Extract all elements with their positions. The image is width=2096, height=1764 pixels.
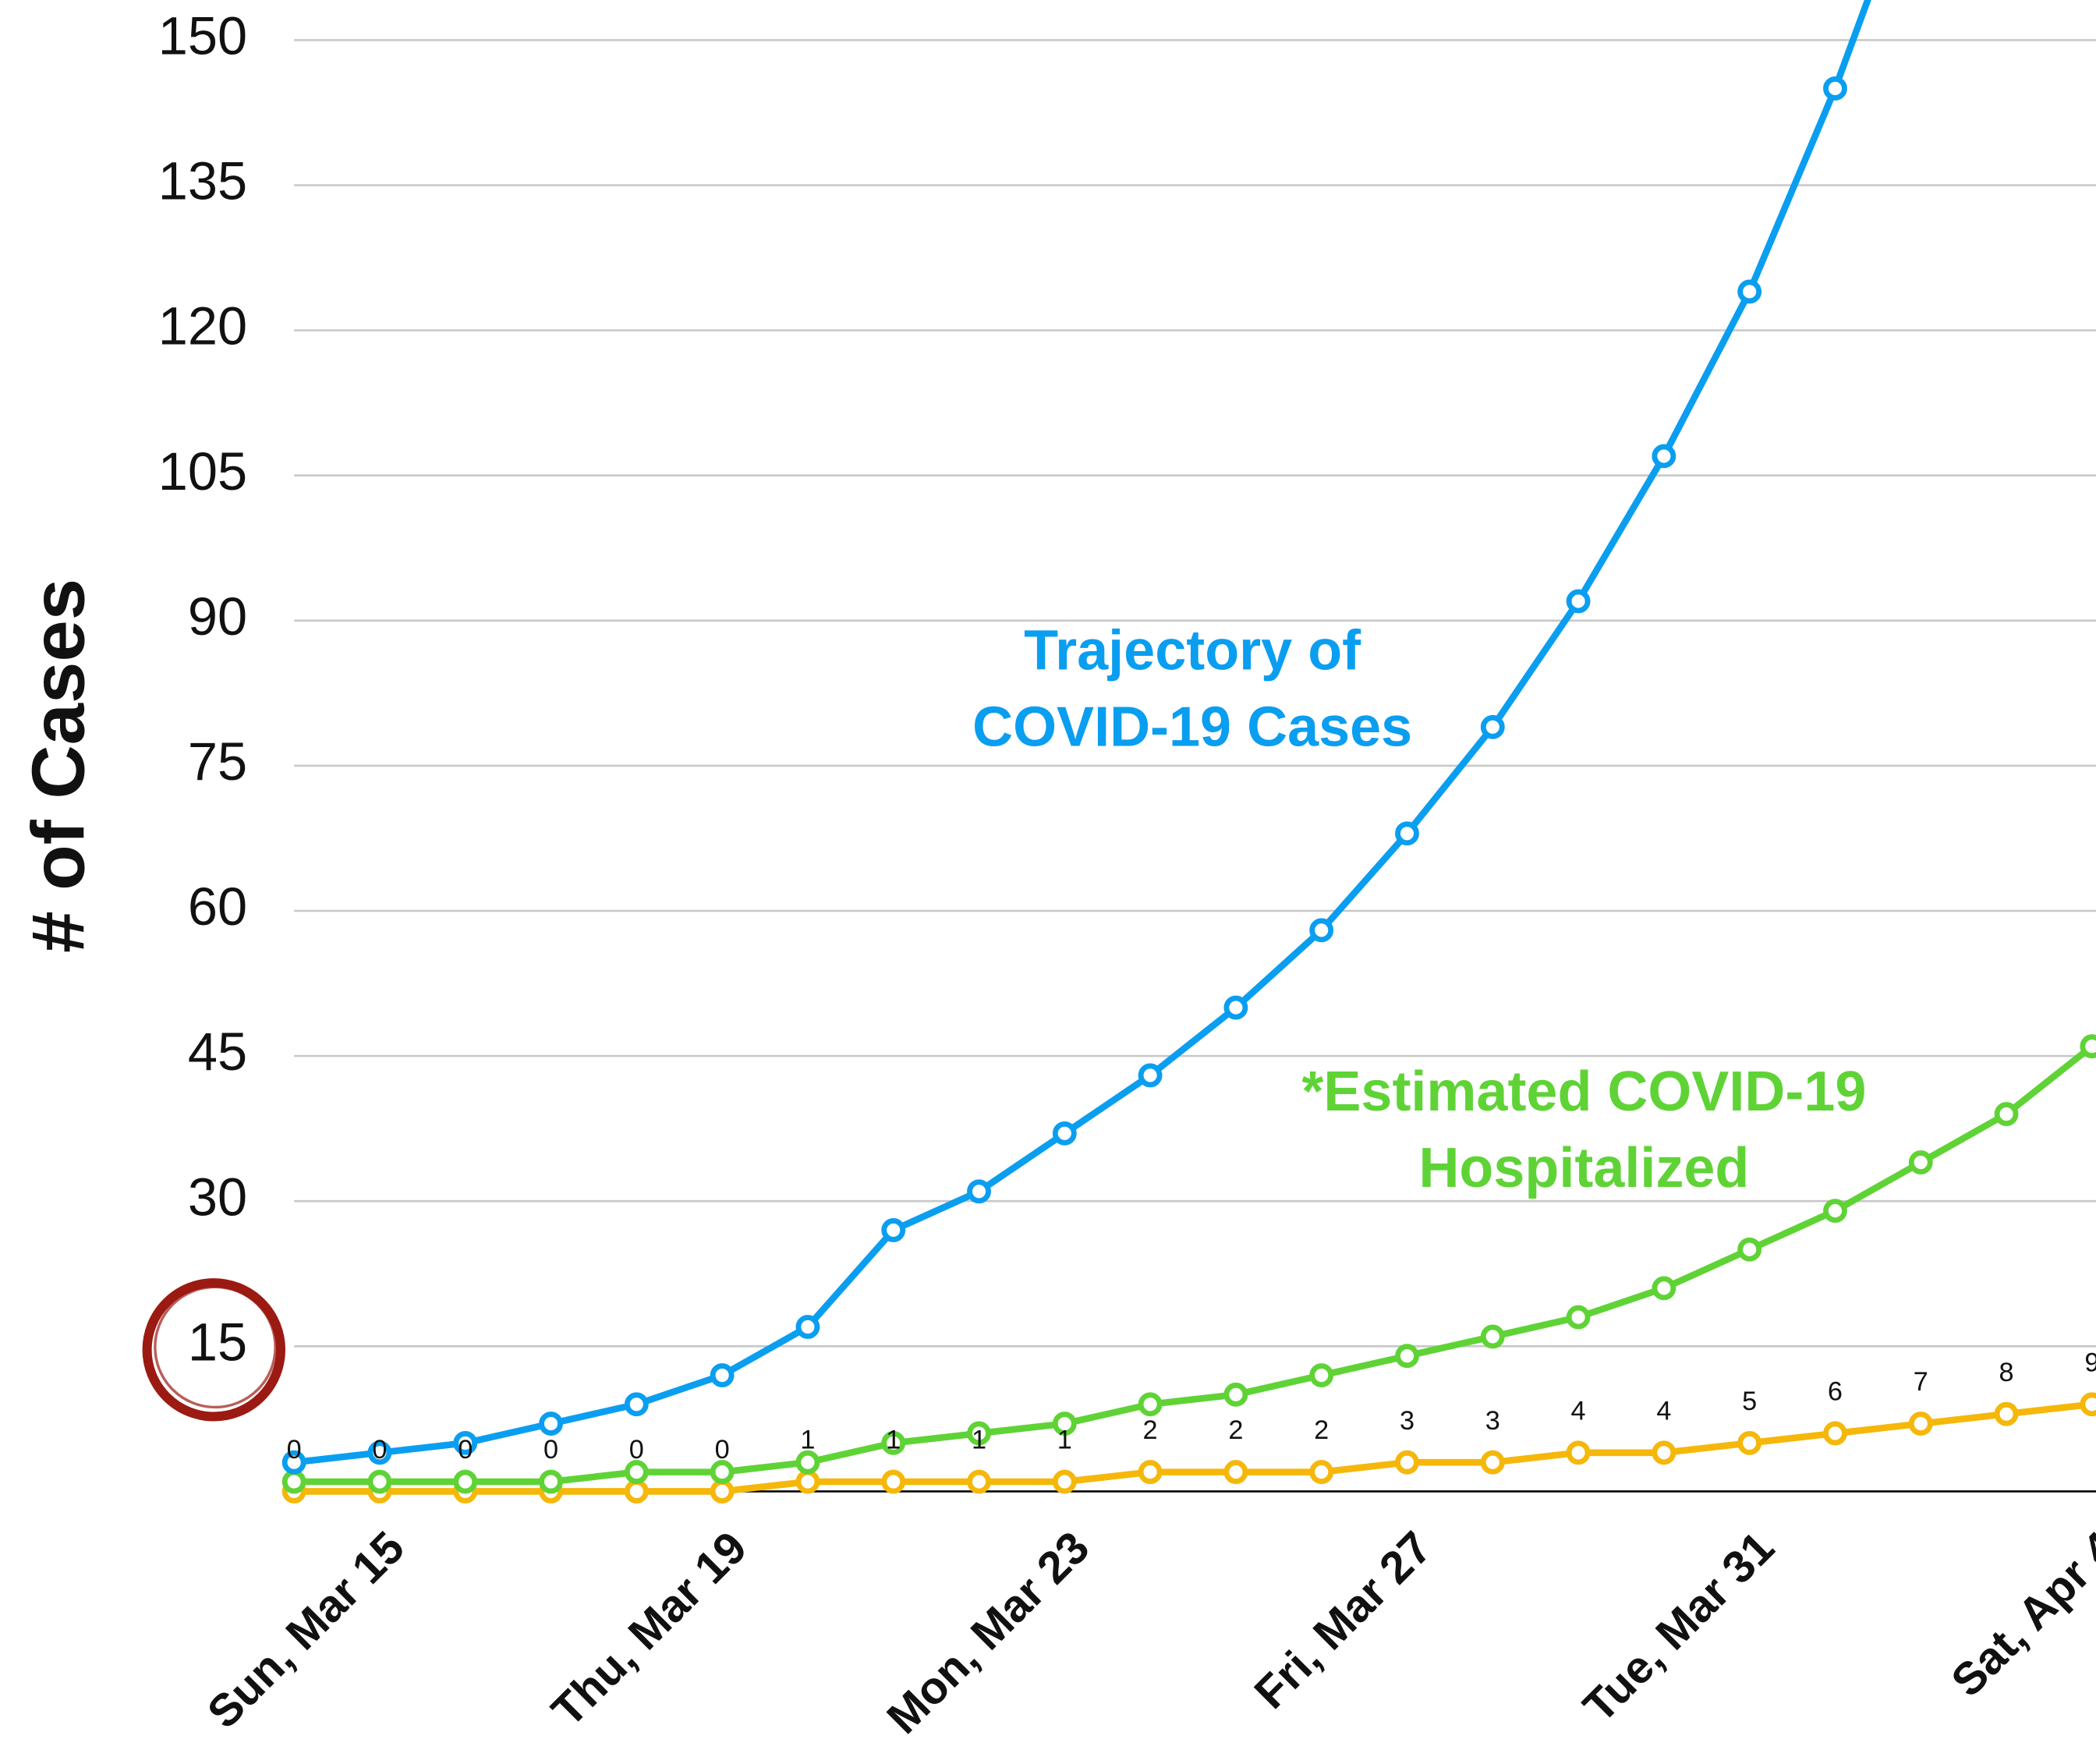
data-label: 0 [629, 1435, 644, 1465]
y-tick-label: 30 [188, 1167, 247, 1227]
data-point [1997, 1404, 2016, 1423]
data-point [1911, 1153, 1930, 1172]
data-point [1141, 1066, 1160, 1085]
data-point [1312, 921, 1331, 940]
data-point [798, 1318, 817, 1337]
y-tick-label: 90 [188, 586, 247, 646]
y-tick-label: 75 [188, 731, 247, 792]
data-label: 7 [1914, 1367, 1928, 1397]
data-point [798, 1453, 817, 1472]
data-label: 4 [1571, 1396, 1586, 1426]
annotation-line: Trajectory of [1024, 620, 1361, 682]
data-point [1055, 1124, 1074, 1142]
chart: # of Cases 153045607590105120135150Sun, … [0, 0, 2096, 1764]
y-tick-label: 135 [158, 151, 247, 211]
data-label: 0 [287, 1435, 302, 1465]
x-tick-label: Sat, Apr 4 [1942, 1521, 2096, 1706]
data-label: 2 [1228, 1415, 1243, 1445]
data-label: 1 [886, 1426, 901, 1455]
data-point [627, 1463, 646, 1482]
data-point [542, 1415, 561, 1433]
data-point [1825, 79, 1844, 97]
data-label: 9 [2084, 1348, 2096, 1377]
data-point [1312, 1366, 1331, 1385]
y-axis-label: # of Cases [17, 579, 101, 953]
data-point [542, 1472, 561, 1491]
data-point [627, 1482, 646, 1500]
x-tick-label: Tue, Mar 31 [1574, 1522, 1784, 1733]
data-label: 3 [1400, 1406, 1414, 1436]
data-point [884, 1472, 903, 1491]
x-tick-label: Thu, Mar 19 [542, 1522, 756, 1737]
data-point [1483, 1327, 1502, 1346]
data-point [370, 1472, 389, 1491]
annotation-line: *Estimated COVID-19 [1301, 1061, 1866, 1123]
data-point [1483, 1453, 1502, 1472]
data-point [1655, 447, 1673, 466]
data-point [970, 1472, 989, 1491]
data-point [1569, 1308, 1588, 1327]
data-label: 6 [1828, 1377, 1843, 1407]
data-point [1227, 1463, 1245, 1482]
y-tick-label: 150 [158, 6, 247, 66]
data-point [713, 1463, 731, 1482]
data-point [1740, 1240, 1759, 1259]
data-label: 0 [543, 1435, 558, 1465]
x-tick-label: Sun, Mar 15 [198, 1522, 414, 1738]
data-point [798, 1472, 817, 1491]
data-label: 5 [1742, 1387, 1757, 1416]
annotation-line: COVID-19 Cases [972, 696, 1412, 758]
y-tick-label: 15 [188, 1312, 247, 1372]
data-point [1825, 1202, 1844, 1220]
annotation-line: Hospitalized [1418, 1137, 1749, 1199]
y-tick-label: 105 [158, 441, 247, 501]
data-point [627, 1395, 646, 1414]
data-point [1997, 1105, 2016, 1124]
data-point [1227, 998, 1245, 1017]
data-point [1825, 1424, 1844, 1443]
data-point [1397, 1347, 1416, 1366]
data-label: 1 [972, 1426, 986, 1455]
data-point [1483, 717, 1502, 736]
data-point [970, 1182, 989, 1201]
data-label: 0 [372, 1435, 387, 1465]
data-point [884, 1220, 903, 1239]
data-point [2083, 1037, 2096, 1056]
data-point [456, 1472, 475, 1491]
data-point [713, 1366, 731, 1385]
data-point [1569, 592, 1588, 611]
y-tick-label: 60 [188, 877, 247, 937]
annotation: Trajectory of COVID-19 Cases [972, 620, 1412, 759]
y-tick-label: 45 [188, 1022, 247, 1082]
data-point [1141, 1395, 1160, 1414]
data-point [1655, 1443, 1673, 1462]
data-point [1312, 1463, 1331, 1482]
data-label: 4 [1656, 1396, 1671, 1426]
data-point [1227, 1385, 1245, 1404]
data-label: 2 [1314, 1415, 1329, 1445]
data-point [1569, 1443, 1588, 1462]
data-label: 1 [1057, 1426, 1072, 1455]
data-point [1740, 1433, 1759, 1452]
data-point [1911, 1415, 1930, 1433]
data-point [2083, 1395, 2096, 1414]
data-point [713, 1482, 731, 1500]
annotation: *Estimated COVID-19 Hospitalized [1301, 1061, 1866, 1199]
data-label: 0 [715, 1435, 730, 1465]
data-point [285, 1472, 303, 1491]
data-point [1397, 824, 1416, 843]
data-point [1141, 1463, 1160, 1482]
data-label: 2 [1143, 1415, 1158, 1445]
data-label: 3 [1485, 1406, 1500, 1436]
data-point [1655, 1279, 1673, 1298]
data-label: 8 [1999, 1358, 2014, 1387]
data-label: 1 [800, 1426, 815, 1455]
data-point [1055, 1472, 1074, 1491]
x-tick-label: Fri, Mar 27 [1244, 1522, 1441, 1719]
x-tick-label: Mon, Mar 23 [877, 1522, 1099, 1744]
data-point [1397, 1453, 1416, 1472]
data-point [1740, 282, 1759, 301]
data-label: 0 [458, 1435, 473, 1465]
y-tick-label: 120 [158, 296, 247, 356]
